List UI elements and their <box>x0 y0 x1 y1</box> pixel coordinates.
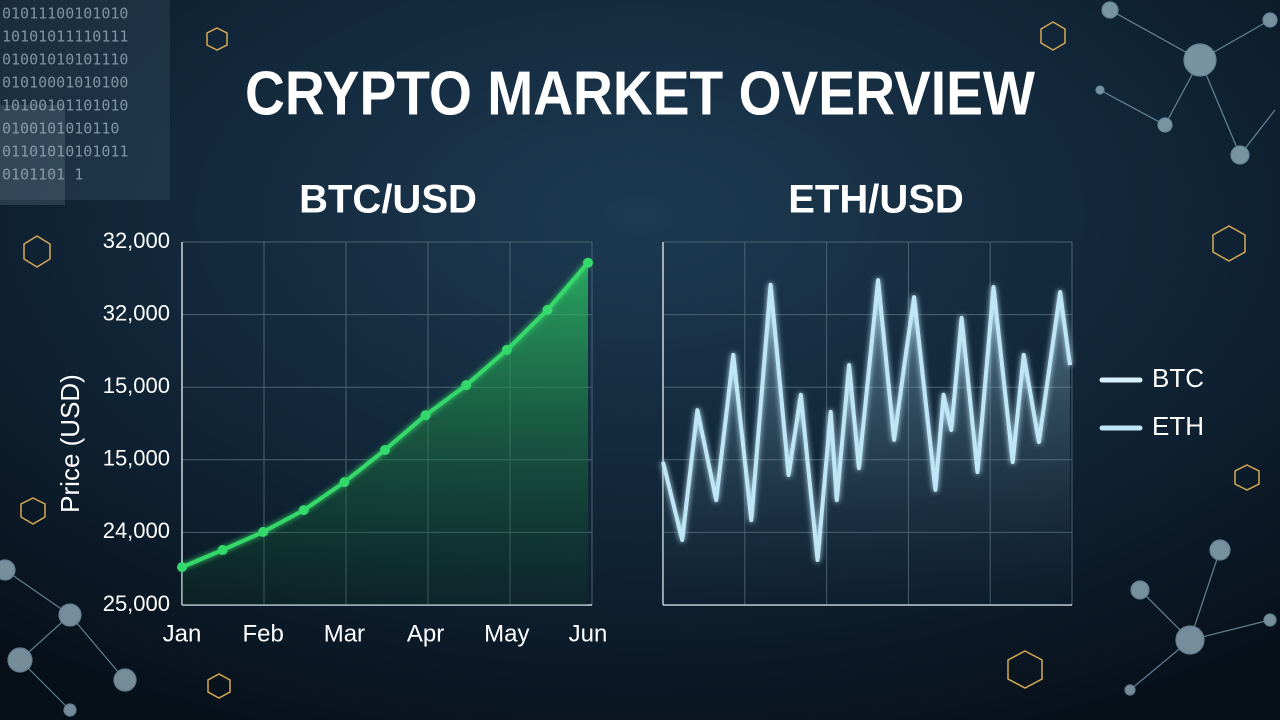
binary-line: 01001010101110 <box>2 51 128 69</box>
legend-label: ETH <box>1152 411 1204 441</box>
x-tick-label: Mar <box>324 620 365 647</box>
binary-line: 0100101010110 <box>2 120 119 138</box>
area <box>182 262 588 605</box>
point <box>298 505 309 516</box>
x-tick-label: Feb <box>243 620 284 647</box>
x-tick-label: Jun <box>569 620 608 647</box>
binary-line: 10100101101010 <box>2 97 128 115</box>
y-tick-label: 24,000 <box>103 518 170 543</box>
point <box>583 257 593 268</box>
binary-line: 01010001010100 <box>2 74 128 92</box>
binary-decoration: 01011100101010 10101011110111 010010101011… <box>2 5 128 184</box>
y-tick-label: 32,000 <box>103 300 170 325</box>
point <box>380 444 390 455</box>
binary-line: 01101010101011 <box>2 143 128 161</box>
point <box>420 410 431 421</box>
binary-line: 01011100101010 <box>2 5 128 23</box>
binary-panel <box>0 0 170 200</box>
y-tick-label: 15,000 <box>103 373 170 398</box>
hexagon-icons <box>20 21 1260 699</box>
point <box>501 344 512 355</box>
binary-line: 10101011110111 <box>2 28 128 46</box>
binary-line: 0101101 1 <box>2 166 83 184</box>
point <box>339 477 350 488</box>
x-tick-label: Apr <box>407 620 444 647</box>
point <box>217 545 228 556</box>
x-tick-label: May <box>484 620 529 647</box>
legend-label: BTC <box>1152 363 1204 393</box>
binary-panel <box>0 105 65 205</box>
point <box>461 380 472 391</box>
series-line <box>661 278 1072 562</box>
y-tick-label: 32,000 <box>103 228 170 253</box>
point <box>177 562 187 573</box>
y-tick-label: 25,000 <box>103 591 170 616</box>
point <box>258 526 269 537</box>
charts: BTC/USD 25,000 24,000 15,000 15,000 32,000 32,… <box>55 178 1204 648</box>
page-title: CRYPTO MARKET OVERVIEW <box>245 59 1035 128</box>
chart-title: BTC/USD <box>299 178 477 222</box>
x-tick-label: Jan <box>163 620 202 647</box>
chart-title: ETH/USD <box>788 178 964 222</box>
y-axis-label: Price (USD) <box>55 374 85 513</box>
point <box>542 304 553 315</box>
y-tick-label: 15,000 <box>103 446 170 471</box>
